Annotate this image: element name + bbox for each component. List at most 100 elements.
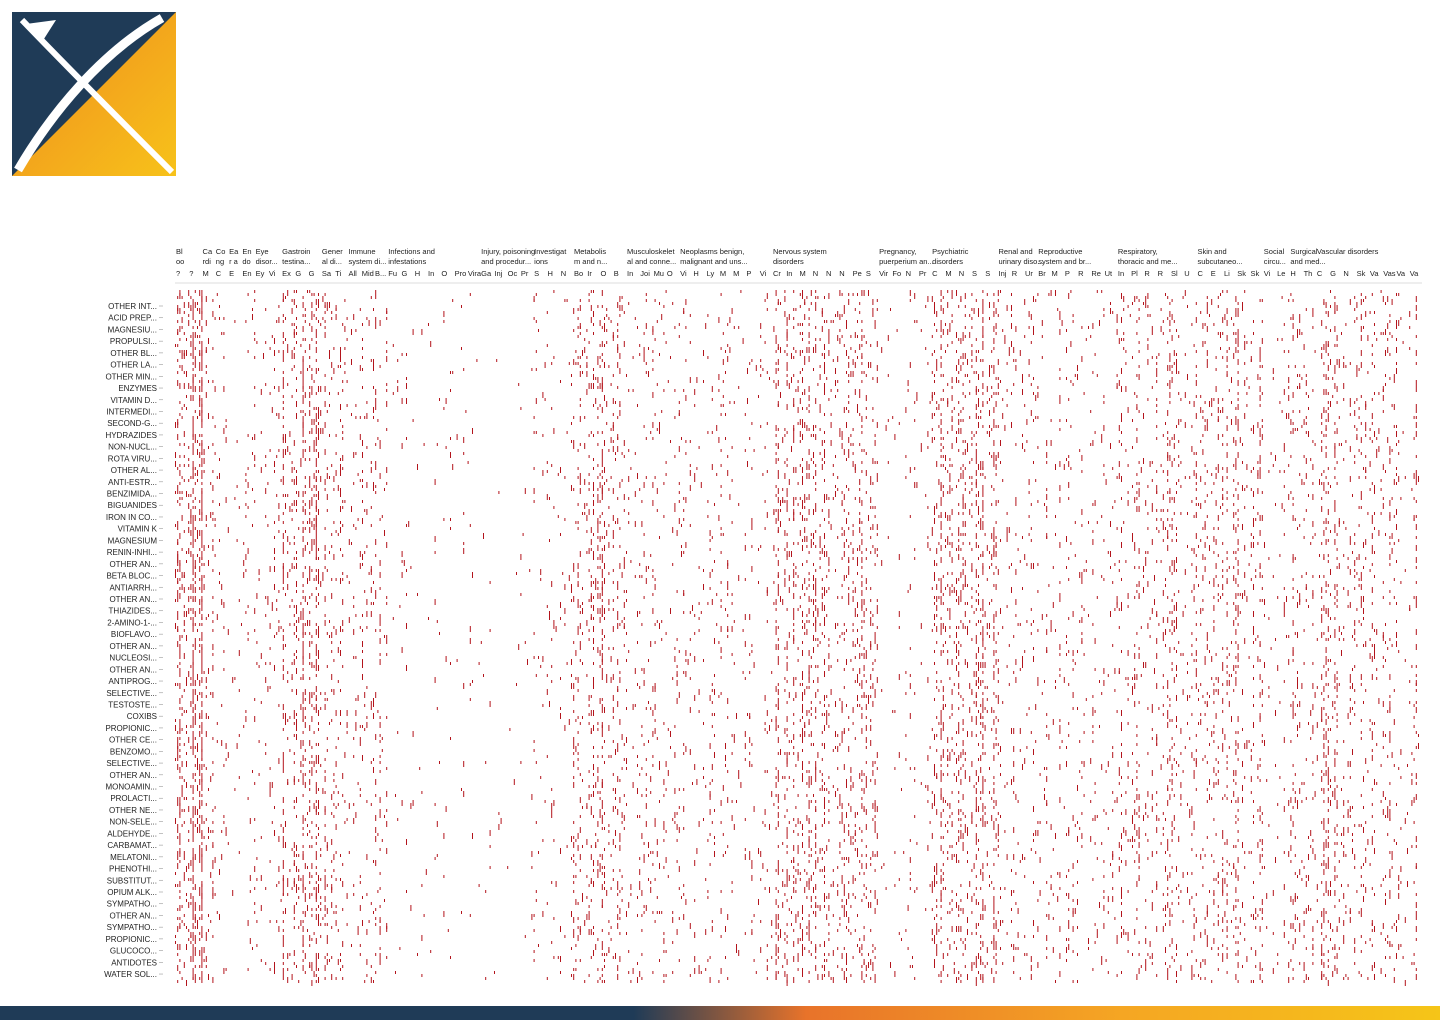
- heatmap-cell: [183, 455, 185, 458]
- heatmap-cell: [777, 590, 779, 593]
- heatmap-cell: [194, 764, 196, 767]
- heatmap-cell: [201, 578, 203, 581]
- heatmap-cell: [282, 293, 284, 296]
- heatmap-cell: [777, 659, 779, 662]
- heatmap-cell: [225, 437, 227, 440]
- heatmap-cell: [533, 416, 535, 419]
- heatmap-cell: [274, 461, 275, 467]
- heatmap-cell: [788, 821, 790, 824]
- heatmap-cell: [318, 299, 319, 302]
- heatmap-cell: [593, 713, 594, 716]
- heatmap-cell: [802, 917, 803, 920]
- heatmap-cell: [612, 518, 614, 521]
- heatmap-cell: [245, 710, 247, 713]
- heatmap-cell: [689, 923, 691, 926]
- heatmap-cell: [540, 569, 542, 575]
- heatmap-cell: [309, 401, 311, 407]
- heatmap-cell: [612, 446, 614, 452]
- heatmap-cell: [571, 674, 572, 677]
- column-sub-label: H: [547, 269, 552, 278]
- heatmap-cell: [179, 743, 181, 746]
- heatmap-cell: [643, 482, 645, 488]
- heatmap-cell: [663, 821, 665, 824]
- heatmap-cell: [593, 815, 594, 818]
- heatmap-cell: [362, 356, 363, 359]
- heatmap-cell: [302, 764, 304, 767]
- heatmap-cell: [223, 821, 225, 824]
- heatmap-cell: [575, 968, 577, 971]
- heatmap-cell: [311, 302, 313, 308]
- heatmap-cell: [194, 704, 196, 707]
- heatmap-cell: [267, 524, 269, 527]
- heatmap-cell: [590, 599, 592, 602]
- heatmap-cell: [784, 794, 786, 797]
- heatmap-cell: [311, 962, 313, 968]
- heatmap-cell: [201, 461, 203, 467]
- heatmap-cell: [320, 935, 322, 938]
- heatmap-cell: [731, 881, 733, 884]
- heatmap-cell: [619, 722, 621, 725]
- heatmap-cell: [315, 881, 317, 884]
- heatmap-cell: [610, 428, 612, 431]
- heatmap-cell: [263, 353, 264, 356]
- heatmap-cell: [601, 632, 603, 635]
- heatmap-cell: [634, 575, 636, 578]
- heatmap-cell: [201, 902, 203, 905]
- heatmap-cell: [296, 482, 297, 485]
- heatmap-cell: [604, 536, 605, 539]
- row-label: HYDRAZIDES: [105, 431, 157, 440]
- heatmap-cell: [788, 479, 790, 485]
- heatmap-cell: [472, 833, 473, 839]
- heatmap-cell: [254, 911, 256, 914]
- heatmap-cell: [296, 377, 297, 380]
- heatmap-cell: [201, 971, 203, 974]
- heatmap-cell: [762, 368, 764, 371]
- heatmap-cell: [318, 968, 319, 971]
- heatmap-cell: [643, 905, 645, 908]
- heatmap-cell: [597, 650, 599, 653]
- heatmap-cell: [718, 695, 720, 698]
- heatmap-cell: [210, 482, 212, 485]
- heatmap-cell: [203, 458, 205, 464]
- heatmap-cell: [293, 734, 295, 737]
- heatmap-cell: [797, 407, 799, 413]
- heatmap-cell: [579, 605, 581, 608]
- heatmap-cell: [260, 389, 262, 395]
- heatmap-cell: [194, 902, 196, 908]
- heatmap-cell: [315, 659, 317, 662]
- heatmap-cell: [604, 545, 605, 551]
- heatmap-cell: [375, 593, 377, 599]
- heatmap-cell: [780, 302, 781, 305]
- heatmap-cell: [755, 365, 757, 371]
- heatmap-cell: [582, 716, 583, 719]
- heatmap-cell: [725, 929, 726, 932]
- heatmap-cell: [617, 347, 619, 353]
- heatmap-cell: [274, 968, 275, 974]
- heatmap-cell: [599, 869, 601, 872]
- heatmap-cell: [183, 614, 185, 617]
- heatmap-cell: [181, 713, 183, 716]
- heatmap-cell: [423, 914, 425, 917]
- heatmap-cell: [694, 476, 696, 482]
- heatmap-cell: [331, 926, 333, 929]
- heatmap-cell: [544, 398, 546, 401]
- heatmap-cell: [751, 518, 753, 524]
- heatmap-cell: [678, 500, 680, 503]
- heatmap-cell: [254, 404, 256, 407]
- heatmap-cell: [304, 308, 306, 311]
- heatmap-cell: [584, 503, 586, 509]
- heatmap-cell: [764, 299, 766, 302]
- heatmap-cell: [340, 506, 341, 512]
- heatmap-cell: [608, 824, 610, 827]
- heatmap-cell: [650, 431, 652, 434]
- heatmap-cell: [282, 884, 284, 890]
- heatmap-cell: [375, 827, 377, 833]
- heatmap-cell: [403, 560, 405, 566]
- heatmap-cell: [628, 971, 630, 974]
- heatmap-cell: [788, 518, 790, 521]
- heatmap-cell: [192, 536, 194, 539]
- heatmap-cell: [617, 881, 619, 884]
- column-sub-label: Pr: [919, 269, 927, 278]
- heatmap-cell: [725, 851, 726, 854]
- heatmap-cell: [639, 488, 641, 491]
